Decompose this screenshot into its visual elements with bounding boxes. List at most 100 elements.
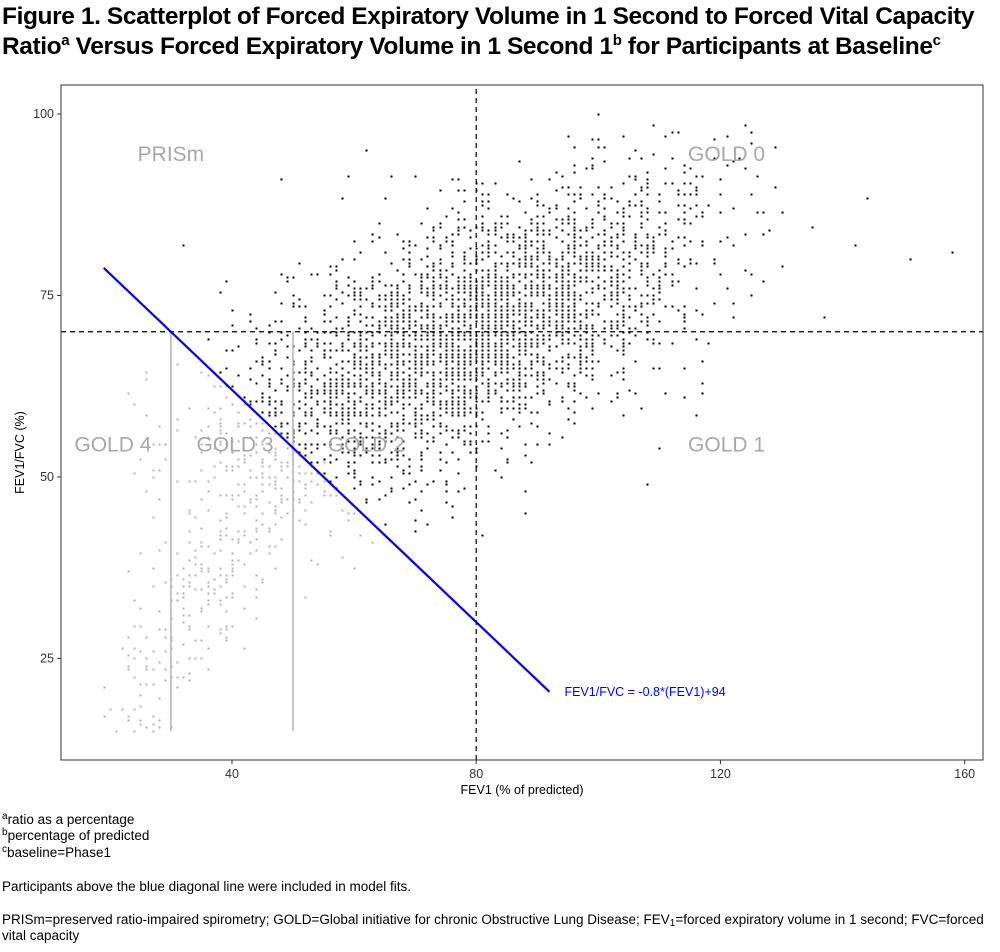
- data-point-included: [500, 316, 503, 319]
- data-point-included: [316, 331, 319, 334]
- data-point-included: [646, 233, 649, 236]
- data-point-included: [518, 305, 521, 308]
- data-point-included: [524, 211, 527, 214]
- data-point-excluded: [200, 610, 203, 613]
- data-point-excluded: [359, 534, 362, 537]
- data-point-included: [481, 382, 484, 385]
- data-point-included: [426, 396, 429, 399]
- data-point-included: [469, 345, 472, 348]
- data-point-included: [610, 226, 613, 229]
- data-point-included: [573, 316, 576, 319]
- data-point-excluded: [152, 730, 155, 733]
- data-point-included: [445, 374, 448, 377]
- data-point-included: [304, 443, 307, 446]
- data-point-included: [432, 411, 435, 414]
- data-point-included: [457, 334, 460, 337]
- data-point-included: [591, 313, 594, 316]
- data-point-included: [512, 251, 515, 254]
- data-point-included: [341, 367, 344, 370]
- data-point-included: [310, 327, 313, 330]
- data-point-included: [457, 349, 460, 352]
- data-point-excluded: [341, 556, 344, 559]
- data-point-included: [207, 338, 210, 341]
- data-point-included: [439, 371, 442, 374]
- data-point-included: [738, 157, 741, 160]
- data-point-included: [597, 276, 600, 279]
- data-point-included: [439, 360, 442, 363]
- data-point-included: [439, 247, 442, 250]
- data-point-included: [512, 400, 515, 403]
- data-point-included: [432, 305, 435, 308]
- data-point-included: [561, 175, 564, 178]
- data-point-included: [640, 302, 643, 305]
- data-point-included: [365, 316, 368, 319]
- data-point-included: [683, 204, 686, 207]
- data-point-excluded: [194, 639, 197, 642]
- data-point-included: [561, 255, 564, 258]
- data-point-included: [494, 229, 497, 232]
- data-point-included: [408, 385, 411, 388]
- data-point-excluded: [207, 585, 210, 588]
- data-point-included: [530, 396, 533, 399]
- data-point-included: [353, 447, 356, 450]
- data-point-included: [616, 313, 619, 316]
- data-point-included: [371, 454, 374, 457]
- data-point-included: [378, 327, 381, 330]
- data-point-included: [518, 396, 521, 399]
- data-point-included: [469, 411, 472, 414]
- data-point-excluded: [145, 490, 148, 493]
- data-point-included: [524, 305, 527, 308]
- data-point-included: [579, 255, 582, 258]
- data-point-included: [744, 124, 747, 127]
- data-point-included: [469, 334, 472, 337]
- data-point-included: [365, 287, 368, 290]
- data-point-included: [579, 313, 582, 316]
- data-point-included: [591, 218, 594, 221]
- data-point-included: [512, 240, 515, 243]
- data-point-included: [494, 280, 497, 283]
- data-point-included: [573, 218, 576, 221]
- data-point-included: [487, 392, 490, 395]
- data-point-included: [567, 273, 570, 276]
- data-point-included: [652, 244, 655, 247]
- data-point-included: [335, 392, 338, 395]
- data-point-included: [481, 294, 484, 297]
- data-point-included: [512, 382, 515, 385]
- data-point-included: [402, 331, 405, 334]
- data-point-included: [494, 262, 497, 265]
- data-point-included: [378, 360, 381, 363]
- data-point-included: [573, 342, 576, 345]
- data-point-excluded: [103, 686, 106, 689]
- data-point-included: [542, 360, 545, 363]
- data-point-excluded: [188, 530, 191, 533]
- data-point-included: [439, 273, 442, 276]
- data-point-included: [304, 411, 307, 414]
- data-point-included: [359, 378, 362, 381]
- data-point-included: [359, 349, 362, 352]
- data-point-included: [561, 284, 564, 287]
- data-point-included: [371, 367, 374, 370]
- data-point-excluded: [231, 592, 234, 595]
- data-point-included: [561, 265, 564, 268]
- data-point-excluded: [310, 559, 313, 562]
- data-point-included: [579, 269, 582, 272]
- data-point-excluded: [176, 418, 179, 421]
- data-point-included: [414, 331, 417, 334]
- data-point-included: [542, 262, 545, 265]
- data-point-included: [481, 291, 484, 294]
- data-point-included: [567, 331, 570, 334]
- abbrev-subscript: 1: [669, 918, 676, 929]
- data-point-excluded: [237, 483, 240, 486]
- data-point-included: [384, 389, 387, 392]
- data-point-included: [695, 338, 698, 341]
- data-point-included: [335, 429, 338, 432]
- data-point-excluded: [280, 465, 283, 468]
- data-point-included: [536, 371, 539, 374]
- data-point-excluded: [231, 494, 234, 497]
- x-tick-label: 120: [710, 767, 731, 781]
- data-point-included: [548, 345, 551, 348]
- data-point-included: [316, 422, 319, 425]
- data-point-included: [469, 273, 472, 276]
- data-point-included: [390, 309, 393, 312]
- data-point-excluded: [225, 581, 228, 584]
